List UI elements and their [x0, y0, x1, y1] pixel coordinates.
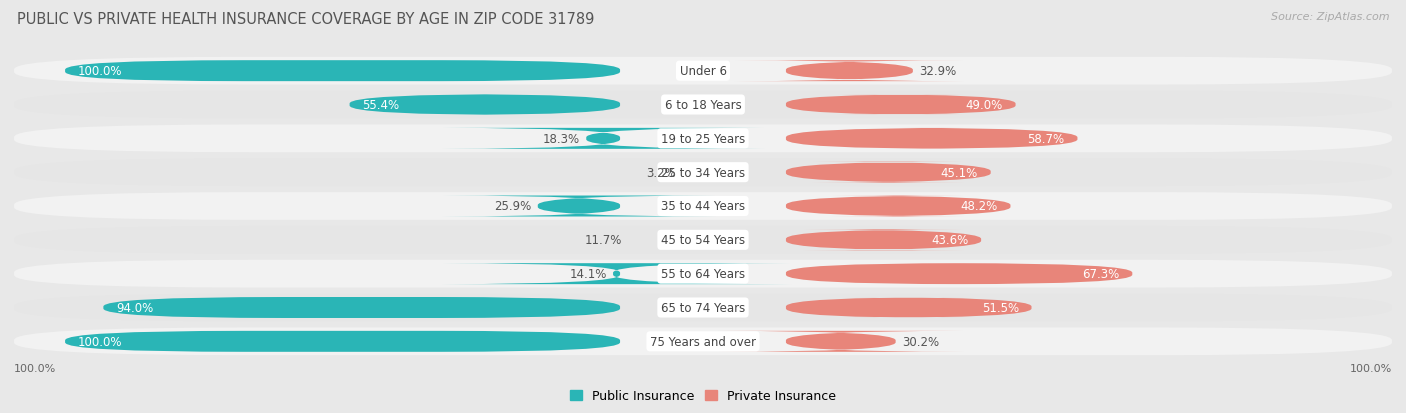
FancyBboxPatch shape: [441, 263, 792, 285]
FancyBboxPatch shape: [65, 61, 620, 82]
FancyBboxPatch shape: [14, 192, 1392, 221]
Text: 30.2%: 30.2%: [903, 335, 939, 348]
FancyBboxPatch shape: [717, 331, 965, 352]
Text: PUBLIC VS PRIVATE HEALTH INSURANCE COVERAGE BY AGE IN ZIP CODE 31789: PUBLIC VS PRIVATE HEALTH INSURANCE COVER…: [17, 12, 595, 27]
Text: 6 to 18 Years: 6 to 18 Years: [665, 99, 741, 112]
FancyBboxPatch shape: [786, 196, 1011, 217]
Text: 48.2%: 48.2%: [960, 200, 998, 213]
FancyBboxPatch shape: [441, 196, 716, 217]
FancyBboxPatch shape: [104, 297, 620, 318]
FancyBboxPatch shape: [786, 297, 1032, 318]
FancyBboxPatch shape: [735, 61, 965, 82]
FancyBboxPatch shape: [786, 162, 991, 183]
FancyBboxPatch shape: [14, 91, 1392, 119]
FancyBboxPatch shape: [65, 331, 620, 352]
Text: 25.9%: 25.9%: [494, 200, 531, 213]
Text: 25 to 34 Years: 25 to 34 Years: [661, 166, 745, 179]
FancyBboxPatch shape: [786, 230, 981, 251]
Text: 100.0%: 100.0%: [14, 363, 56, 373]
Text: 94.0%: 94.0%: [117, 301, 153, 314]
FancyBboxPatch shape: [14, 58, 1392, 85]
Text: 100.0%: 100.0%: [1350, 363, 1392, 373]
Legend: Public Insurance, Private Insurance: Public Insurance, Private Insurance: [565, 385, 841, 408]
Text: 55 to 64 Years: 55 to 64 Years: [661, 268, 745, 280]
Text: 3.2%: 3.2%: [647, 166, 676, 179]
Text: 43.6%: 43.6%: [931, 234, 969, 247]
Text: Under 6: Under 6: [679, 65, 727, 78]
FancyBboxPatch shape: [14, 226, 1392, 254]
Text: 49.0%: 49.0%: [966, 99, 1002, 112]
Text: 19 to 25 Years: 19 to 25 Years: [661, 133, 745, 145]
FancyBboxPatch shape: [441, 128, 765, 150]
Text: 14.1%: 14.1%: [569, 268, 606, 280]
FancyBboxPatch shape: [14, 294, 1392, 322]
Text: 45 to 54 Years: 45 to 54 Years: [661, 234, 745, 247]
Text: 32.9%: 32.9%: [920, 65, 956, 78]
Text: 67.3%: 67.3%: [1083, 268, 1119, 280]
Text: 45.1%: 45.1%: [941, 166, 979, 179]
Text: 100.0%: 100.0%: [77, 65, 122, 78]
FancyBboxPatch shape: [786, 95, 1015, 116]
Text: 18.3%: 18.3%: [543, 133, 579, 145]
FancyBboxPatch shape: [14, 125, 1392, 153]
FancyBboxPatch shape: [14, 328, 1392, 355]
Text: 51.5%: 51.5%: [981, 301, 1019, 314]
Text: Source: ZipAtlas.com: Source: ZipAtlas.com: [1271, 12, 1389, 22]
Text: 75 Years and over: 75 Years and over: [650, 335, 756, 348]
FancyBboxPatch shape: [786, 128, 1077, 150]
FancyBboxPatch shape: [14, 159, 1392, 187]
Text: 35 to 44 Years: 35 to 44 Years: [661, 200, 745, 213]
Text: 11.7%: 11.7%: [585, 234, 621, 247]
FancyBboxPatch shape: [14, 260, 1392, 288]
Text: 58.7%: 58.7%: [1028, 133, 1064, 145]
FancyBboxPatch shape: [786, 263, 1132, 285]
Text: 55.4%: 55.4%: [363, 99, 399, 112]
FancyBboxPatch shape: [350, 95, 620, 116]
Text: 100.0%: 100.0%: [77, 335, 122, 348]
Text: 65 to 74 Years: 65 to 74 Years: [661, 301, 745, 314]
